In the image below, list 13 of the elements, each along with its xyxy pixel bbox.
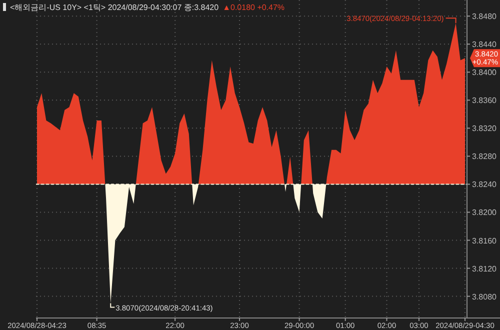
y-tick-label: 3.8280 xyxy=(472,152,498,162)
y-tick-label: 3.8400 xyxy=(472,68,498,78)
y-tick-label: 3.8480 xyxy=(472,12,498,22)
y-tick-label: 3.8160 xyxy=(472,236,498,246)
y-tick-label: 3.8080 xyxy=(472,292,498,302)
y-tick-label: 3.8240 xyxy=(472,180,498,190)
chart-title: <해외금리-US 10Y> <1틱> 2024/08/29-04:30:07 종:3.8420 xyxy=(10,3,220,12)
y-tick-label: 3.8120 xyxy=(472,264,498,274)
y-tick-label: 3.8440 xyxy=(472,40,498,50)
y-tick-label: 3.8360 xyxy=(472,96,498,106)
y-tick-label: 3.8200 xyxy=(472,208,498,218)
chart-subtitle: ▲0.0180 +0.47% xyxy=(222,3,285,12)
y-tick-label: 3.8320 xyxy=(472,124,498,134)
